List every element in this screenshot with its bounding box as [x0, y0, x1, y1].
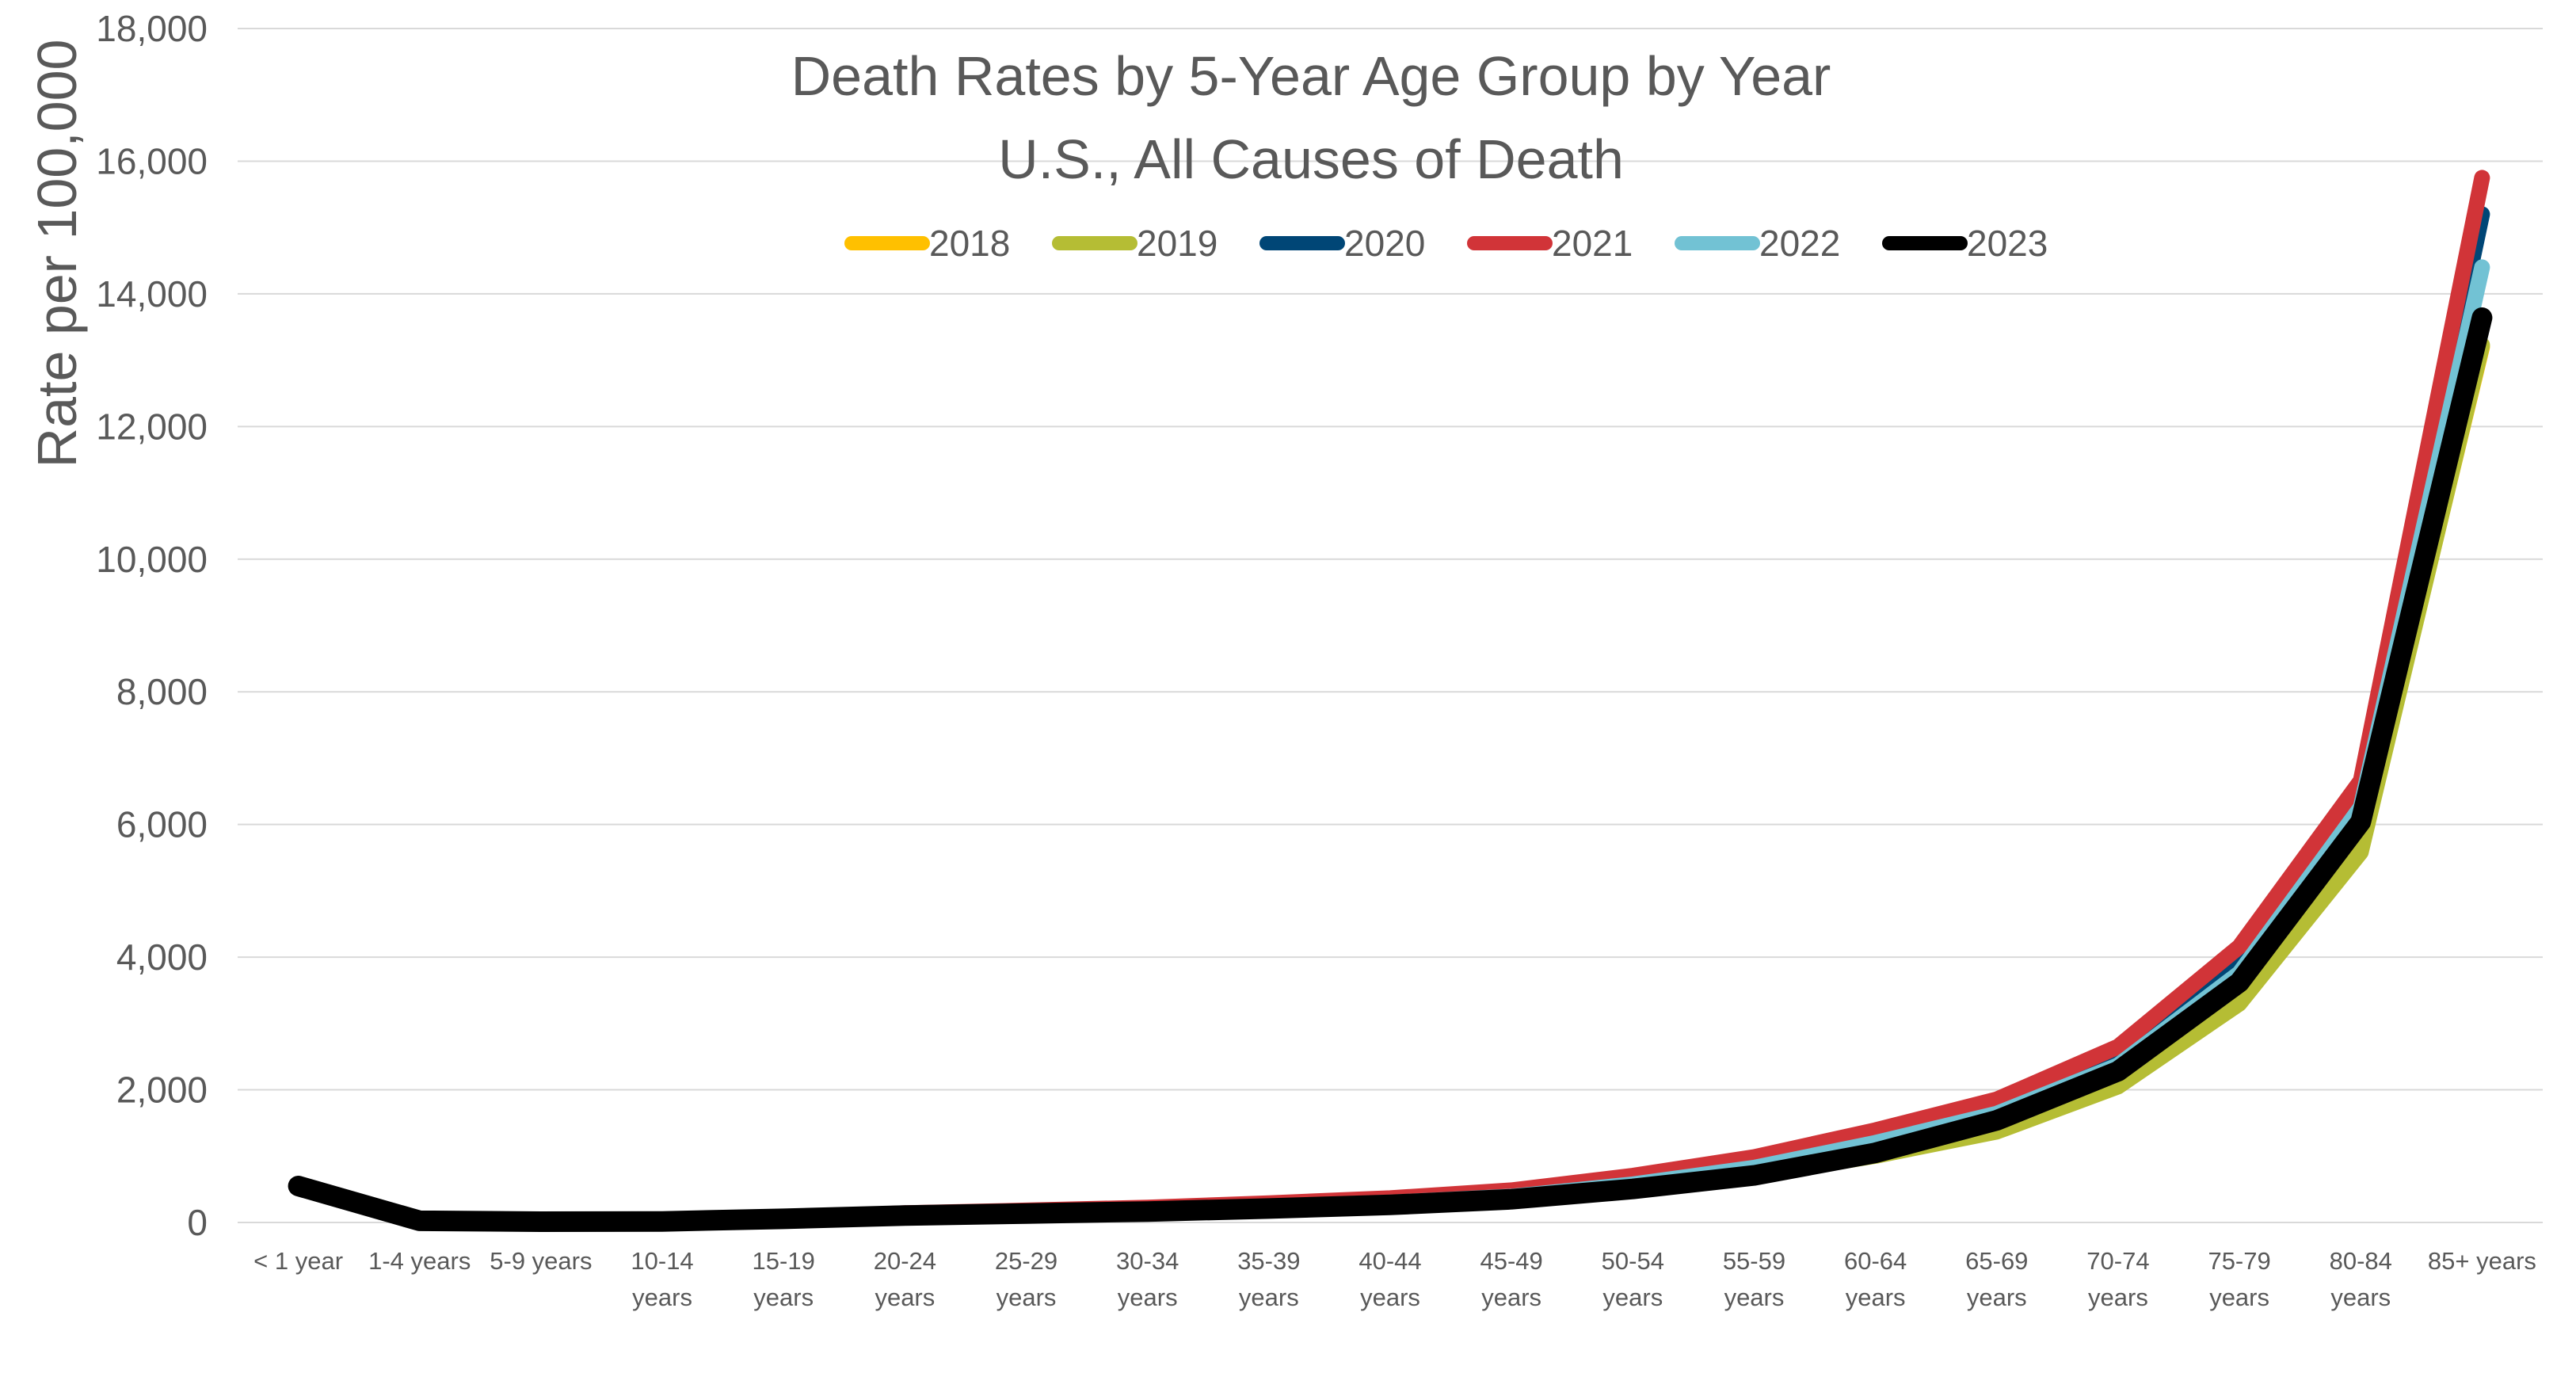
x-tick-label: years	[1481, 1283, 1541, 1311]
x-tick-label: 35-39	[1237, 1247, 1300, 1275]
x-tick-label: 5-9 years	[490, 1247, 592, 1275]
x-tick-label: 30-34	[1116, 1247, 1179, 1275]
x-tick-label: years	[2088, 1283, 2148, 1311]
legend-label-2018: 2018	[929, 223, 1010, 264]
x-tick-label: years	[996, 1283, 1057, 1311]
y-tick-label: 0	[187, 1202, 208, 1243]
x-tick-label: 10-14	[631, 1247, 693, 1275]
y-tick-label: 14,000	[96, 273, 208, 315]
legend-label-2021: 2021	[1552, 223, 1633, 264]
series-line-2022	[290, 259, 2490, 1230]
x-tick-label: 55-59	[1723, 1247, 1785, 1275]
x-tick-label: 50-54	[1602, 1247, 1664, 1275]
x-tick-label: 60-64	[1844, 1247, 1907, 1275]
x-tick-label: years	[1724, 1283, 1785, 1311]
legend: 2018 2019 2020 2021 2022 2023	[844, 223, 2048, 264]
x-tick-label: years	[1360, 1283, 1420, 1311]
x-tick-label: 45-49	[1480, 1247, 1543, 1275]
x-tick-label: years	[1967, 1283, 2027, 1311]
legend-label-2022: 2022	[1759, 223, 1840, 264]
y-tick-label: 4,000	[116, 936, 208, 978]
x-tick-label: < 1 year	[253, 1247, 343, 1275]
chart-subtitle: U.S., All Causes of Death	[998, 128, 1624, 190]
y-tick-label: 8,000	[116, 671, 208, 712]
x-tick-label: years	[875, 1283, 935, 1311]
y-tick-label: 18,000	[96, 8, 208, 49]
x-tick-label: 80-84	[2330, 1247, 2392, 1275]
x-tick-label: 1-4 years	[368, 1247, 471, 1275]
y-axis-ticks: 0 2,000 4,000 6,000 8,000 10,000 12,000 14,000 1…	[96, 8, 208, 1243]
y-tick-label: 16,000	[96, 140, 208, 181]
x-tick-label: 15-19	[753, 1247, 815, 1275]
x-tick-label: 25-29	[995, 1247, 1057, 1275]
x-axis-ticks: < 1 year 1-4 years 5-9 years 10-14 years 15-1…	[253, 1247, 2536, 1311]
x-tick-label: years	[1239, 1283, 1299, 1311]
x-tick-label: years	[1118, 1283, 1178, 1311]
legend-label-2020: 2020	[1344, 223, 1425, 264]
legend-label-2019: 2019	[1137, 223, 1218, 264]
x-tick-label: 65-69	[1965, 1247, 2028, 1275]
x-tick-label: 75-79	[2208, 1247, 2270, 1275]
gridlines	[238, 28, 2543, 1091]
y-axis-label: Rate per 100,000	[26, 40, 88, 468]
y-tick-label: 6,000	[116, 804, 208, 845]
x-tick-label: 20-24	[874, 1247, 936, 1275]
y-tick-label: 12,000	[96, 406, 208, 447]
legend-label-2023: 2023	[1967, 223, 2048, 264]
x-tick-label: years	[2330, 1283, 2391, 1311]
y-tick-label: 2,000	[116, 1070, 208, 1111]
x-tick-label: years	[753, 1283, 814, 1311]
x-tick-label: 85+ years	[2428, 1247, 2536, 1275]
x-tick-label: years	[632, 1283, 692, 1311]
x-tick-label: 70-74	[2086, 1247, 2149, 1275]
y-tick-label: 10,000	[96, 539, 208, 580]
series-line-2023	[288, 307, 2493, 1232]
x-tick-label: years	[1602, 1283, 1663, 1311]
x-tick-label: years	[1846, 1283, 1906, 1311]
series-lines	[288, 170, 2493, 1232]
chart-title: Death Rates by 5-Year Age Group by Year	[791, 45, 1831, 107]
x-tick-label: years	[2209, 1283, 2269, 1311]
x-tick-label: 40-44	[1358, 1247, 1421, 1275]
